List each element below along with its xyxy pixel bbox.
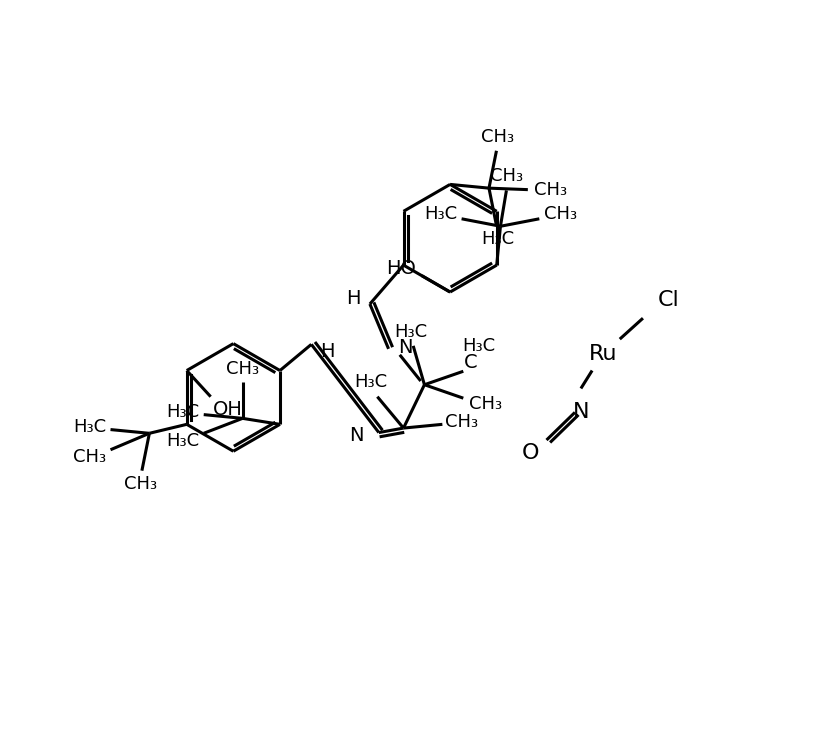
Text: O: O [521, 444, 539, 464]
Text: H₃C: H₃C [166, 404, 200, 422]
Text: CH₃: CH₃ [470, 395, 502, 413]
Text: OH: OH [213, 400, 243, 419]
Text: N: N [349, 426, 364, 445]
Text: CH₃: CH₃ [490, 167, 523, 185]
Text: H₃C: H₃C [481, 230, 515, 248]
Text: CH₃: CH₃ [73, 448, 106, 466]
Text: CH₃: CH₃ [481, 128, 515, 146]
Text: N: N [398, 338, 412, 357]
Text: CH₃: CH₃ [533, 181, 567, 199]
Text: H: H [346, 288, 361, 307]
Text: C: C [464, 353, 478, 372]
Text: CH₃: CH₃ [226, 360, 259, 378]
Text: H₃C: H₃C [166, 431, 200, 450]
Text: Cl: Cl [658, 290, 679, 310]
Text: H₃C: H₃C [354, 373, 387, 391]
Text: H₃C: H₃C [73, 419, 106, 436]
Text: N: N [573, 402, 589, 422]
Text: CH₃: CH₃ [544, 206, 577, 224]
Text: H₃C: H₃C [424, 206, 457, 224]
Text: CH₃: CH₃ [124, 475, 157, 493]
Text: Ru: Ru [589, 344, 618, 364]
Text: H₃C: H₃C [394, 323, 428, 341]
Text: H₃C: H₃C [462, 337, 495, 355]
Text: CH₃: CH₃ [445, 413, 479, 431]
Text: HO: HO [387, 258, 416, 278]
Text: H: H [321, 343, 335, 361]
